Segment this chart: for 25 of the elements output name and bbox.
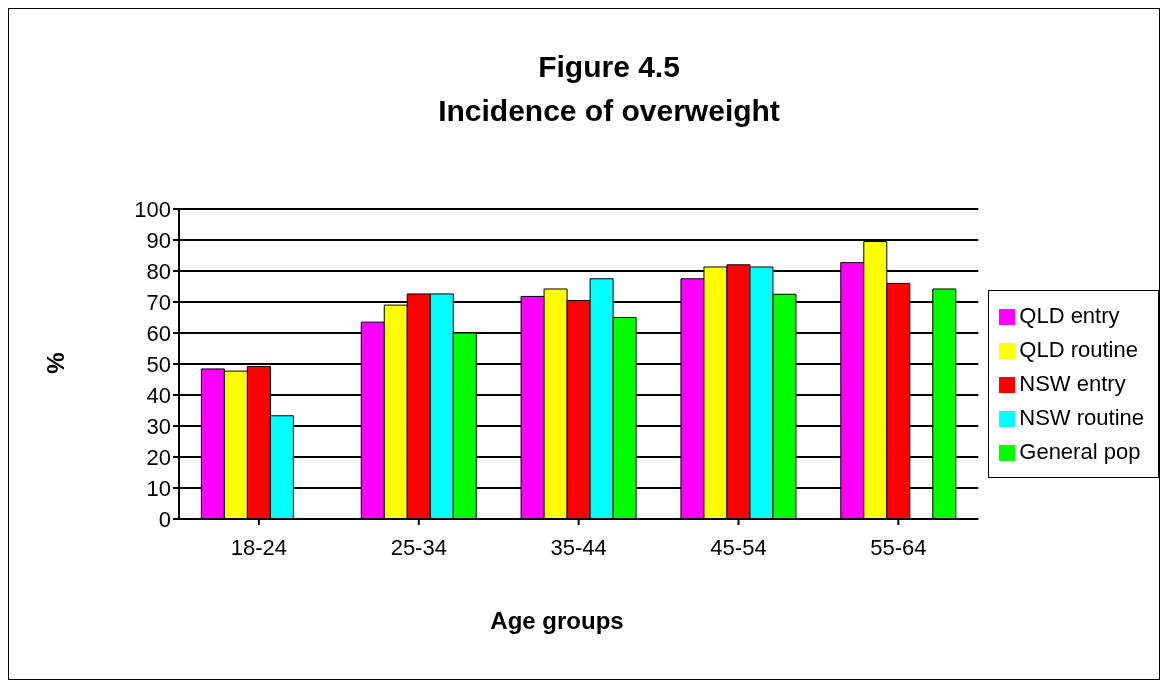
x-axis-title: Age groups <box>489 607 625 635</box>
y-tick-label: 10 <box>146 475 171 501</box>
legend-label: General pop <box>1019 439 1141 464</box>
y-tick-label: 100 <box>134 196 171 222</box>
y-tick-label: 20 <box>146 444 171 470</box>
x-tick-label: 25-34 <box>390 534 447 560</box>
y-tick-label: 70 <box>146 289 171 315</box>
x-tick-label: 18-24 <box>230 534 288 560</box>
y-tick-label: 0 <box>158 506 171 532</box>
legend-label: NSW entry <box>1019 371 1126 396</box>
y-axis-title: % <box>41 352 70 374</box>
y-tick-label: 90 <box>146 227 171 253</box>
y-tick-label: 30 <box>146 413 171 439</box>
legend-label: NSW routine <box>1019 405 1144 430</box>
chart-subtitle: Incidence of overweight <box>437 93 781 129</box>
y-tick-label: 40 <box>146 382 171 408</box>
y-tick-label: 50 <box>146 351 171 377</box>
x-tick-label: 45-54 <box>710 534 767 560</box>
y-tick-label: 60 <box>146 320 171 346</box>
chart-title: Figure 4.5 <box>537 49 681 85</box>
x-tick-label: 55-64 <box>870 534 927 560</box>
legend-label: QLD routine <box>1019 337 1138 362</box>
x-tick-label: 35-44 <box>550 534 607 560</box>
legend-label: QLD entry <box>1019 303 1120 328</box>
y-tick-label: 80 <box>146 258 171 284</box>
